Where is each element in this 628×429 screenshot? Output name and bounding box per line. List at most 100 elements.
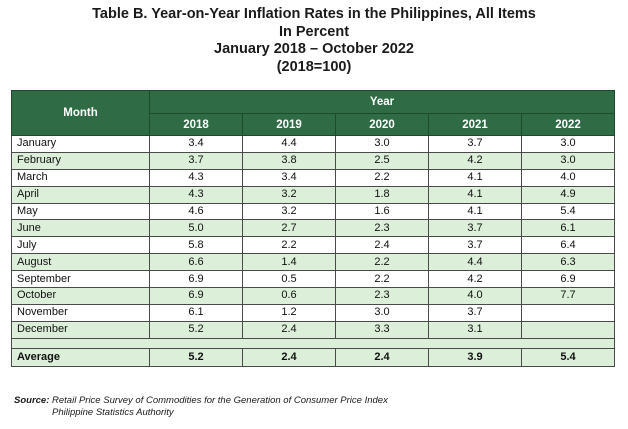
month-cell: April	[11, 185, 150, 204]
value-cell: 3.7	[149, 151, 243, 170]
value-cell: 3.7	[428, 236, 522, 255]
spacer-row	[11, 337, 615, 349]
spacer-cell	[11, 337, 615, 349]
month-cell: December	[11, 320, 150, 339]
value-cell: 4.1	[428, 168, 522, 187]
value-cell: 6.9	[149, 287, 243, 305]
table-row: May 4.6 3.2 1.6 4.1 5.4	[11, 202, 615, 221]
year-header-2021: 2021	[428, 113, 522, 136]
table-row: July 5.8 2.2 2.4 3.7 6.4	[11, 236, 615, 255]
value-cell: 4.4	[428, 253, 522, 272]
month-cell: March	[11, 168, 150, 187]
value-cell: 2.2	[335, 168, 429, 187]
average-value: 2.4	[335, 347, 429, 367]
value-cell: 7.7	[521, 287, 615, 305]
month-cell: June	[11, 219, 150, 238]
average-value: 2.4	[242, 347, 336, 367]
value-cell: 0.6	[242, 287, 336, 305]
value-cell: 4.1	[428, 185, 522, 204]
source-note: Source: Retail Price Survey of Commoditi…	[14, 395, 388, 419]
table-row: January 3.4 4.4 3.0 3.7 3.0	[11, 135, 615, 153]
value-cell: 3.1	[428, 320, 522, 339]
title-line-3: January 2018 – October 2022	[214, 41, 414, 57]
value-cell: 6.9	[149, 270, 243, 289]
value-cell: 2.7	[242, 219, 336, 238]
average-value: 3.9	[428, 347, 522, 367]
value-cell: 4.9	[521, 185, 615, 204]
year-header-2022: 2022	[521, 113, 615, 136]
value-cell: 4.0	[428, 287, 522, 305]
value-cell: 3.0	[521, 135, 615, 153]
value-cell: 1.8	[335, 185, 429, 204]
value-cell: 4.2	[428, 151, 522, 170]
title-line-2: In Percent	[278, 23, 350, 40]
value-cell: 5.0	[149, 219, 243, 238]
value-cell: 1.2	[242, 303, 336, 322]
value-cell: 3.4	[149, 135, 243, 153]
value-cell	[521, 320, 615, 339]
value-cell: 2.2	[335, 253, 429, 272]
value-cell: 2.4	[242, 320, 336, 339]
table-row: December 5.2 2.4 3.3 3.1	[11, 320, 615, 339]
value-cell: 3.7	[428, 135, 522, 153]
inflation-table: Month Year 2018 2019 2020 2021 2022 Janu…	[11, 90, 615, 367]
value-cell: 4.3	[149, 168, 243, 187]
average-value: 5.2	[149, 347, 243, 367]
value-cell: 2.2	[242, 236, 336, 255]
average-label: Average	[11, 347, 150, 367]
table-row: August 6.6 1.4 2.2 4.4 6.3	[11, 253, 615, 272]
table-title: Table B. Year-on-Year Inflation Rates in…	[0, 6, 628, 76]
year-header-2019: 2019	[242, 113, 336, 136]
table-row: October 6.9 0.6 2.3 4.0 7.7	[11, 287, 615, 305]
value-cell: 2.5	[335, 151, 429, 170]
value-cell: 0.5	[242, 270, 336, 289]
table-row: April 4.3 3.2 1.8 4.1 4.9	[11, 185, 615, 204]
table-row: March 4.3 3.4 2.2 4.1 4.0	[11, 168, 615, 187]
year-group-header: Year	[149, 90, 615, 114]
month-cell: October	[11, 287, 150, 305]
table-row: November 6.1 1.2 3.0 3.7	[11, 303, 615, 322]
value-cell: 4.2	[428, 270, 522, 289]
value-cell: 6.6	[149, 253, 243, 272]
value-cell: 6.1	[521, 219, 615, 238]
month-cell: May	[11, 202, 150, 221]
month-cell: November	[11, 303, 150, 322]
month-cell: September	[11, 270, 150, 289]
value-cell: 4.6	[149, 202, 243, 221]
value-cell: 2.3	[335, 219, 429, 238]
average-row: Average 5.2 2.4 2.4 3.9 5.4	[11, 347, 615, 367]
value-cell: 4.3	[149, 185, 243, 204]
value-cell: 3.3	[335, 320, 429, 339]
value-cell: 3.7	[428, 219, 522, 238]
table-row: September 6.9 0.5 2.2 4.2 6.9	[11, 270, 615, 289]
title-line-4: (2018=100)	[276, 58, 352, 75]
month-cell: August	[11, 253, 150, 272]
month-column-header: Month	[11, 90, 150, 136]
month-cell: July	[11, 236, 150, 255]
value-cell: 3.0	[521, 151, 615, 170]
value-cell: 1.6	[335, 202, 429, 221]
value-cell: 4.1	[428, 202, 522, 221]
value-cell: 3.2	[242, 202, 336, 221]
value-cell: 2.3	[335, 287, 429, 305]
value-cell: 1.4	[242, 253, 336, 272]
value-cell: 5.4	[521, 202, 615, 221]
source-line-2: Philippine Statistics Authority	[52, 407, 174, 418]
table-row: February 3.7 3.8 2.5 4.2 3.0	[11, 151, 615, 170]
title-line-1: Table B. Year-on-Year Inflation Rates in…	[92, 6, 536, 22]
value-cell: 5.2	[149, 320, 243, 339]
year-header-2018: 2018	[149, 113, 243, 136]
value-cell: 6.4	[521, 236, 615, 255]
value-cell: 4.0	[521, 168, 615, 187]
value-cell: 4.4	[242, 135, 336, 153]
year-header-2020: 2020	[335, 113, 429, 136]
value-cell: 3.0	[335, 135, 429, 153]
month-cell: January	[11, 135, 150, 153]
value-cell: 3.8	[242, 151, 336, 170]
value-cell: 5.8	[149, 236, 243, 255]
value-cell: 3.4	[242, 168, 336, 187]
value-cell	[521, 303, 615, 322]
average-value: 5.4	[521, 347, 615, 367]
value-cell: 2.2	[335, 270, 429, 289]
source-prefix: Source:	[14, 395, 50, 406]
